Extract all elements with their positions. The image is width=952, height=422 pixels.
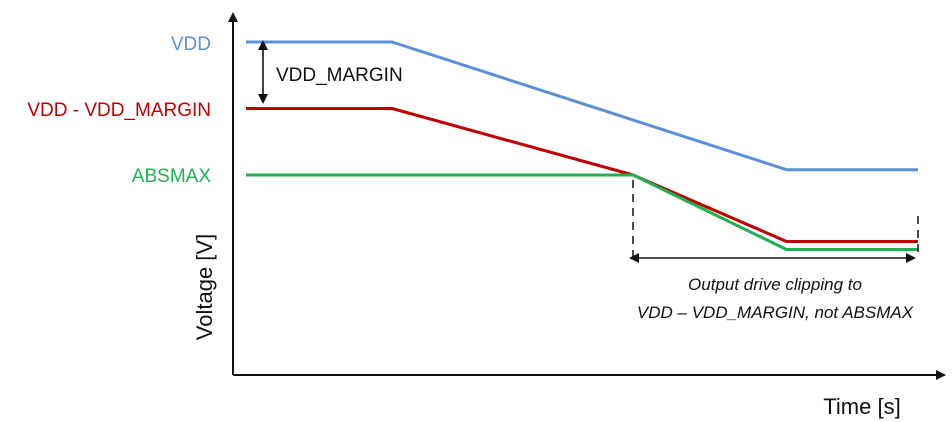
y-axis-label: Voltage [V] [192,234,217,340]
series-label-absmax: ABSMAX [132,166,212,187]
clipping-note-line2: VDD – VDD_MARGIN, not ABSMAX [637,303,914,322]
margin-label: VDD_MARGIN [276,65,403,86]
series-label-vdd: VDD [171,34,211,55]
x-axis-label: Time [s] [823,394,900,419]
series-line-vdd [246,40,918,172]
series-line-absmax [246,173,918,251]
clipping-note-line1: Output drive clipping to [688,275,862,294]
series-layer [246,40,918,251]
series-label-vdd-minus-margin: VDD - VDD_MARGIN [27,100,211,121]
